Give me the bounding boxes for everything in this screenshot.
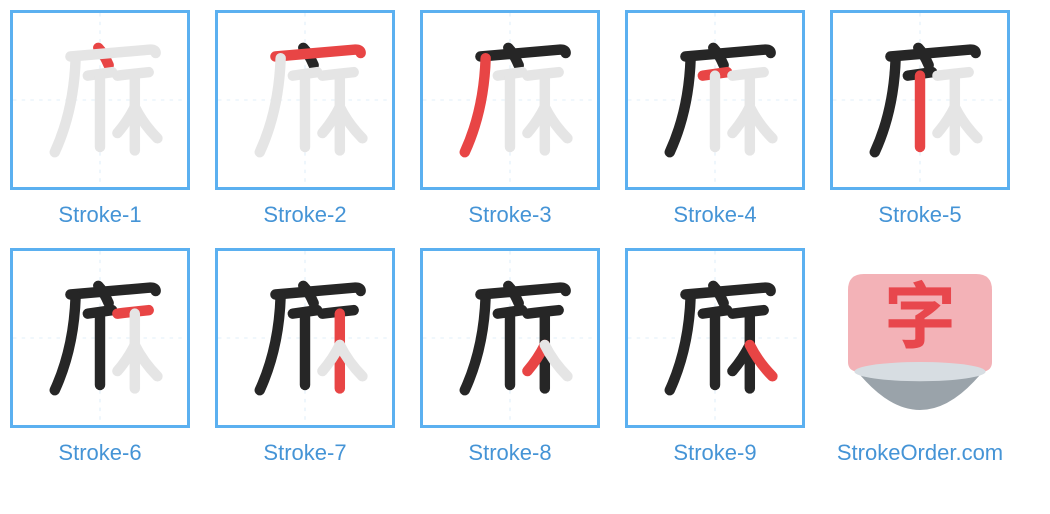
stroke-cell-4: Stroke-4 (625, 10, 805, 228)
stroke-cell-5: Stroke-5 (830, 10, 1010, 228)
stroke-tile-4 (625, 10, 805, 190)
stroke-tile-7 (215, 248, 395, 428)
stroke-tile-2 (215, 10, 395, 190)
stroke-caption-4: Stroke-4 (673, 202, 756, 228)
stroke-grid: Stroke-1 Stroke-2 Stroke-3 Stroke-4 Stroke-5… (10, 10, 1040, 466)
stroke-caption-3: Stroke-3 (468, 202, 551, 228)
stroke-cell-2: Stroke-2 (215, 10, 395, 228)
stroke-caption-7: Stroke-7 (263, 440, 346, 466)
stroke-cell-7: Stroke-7 (215, 248, 395, 466)
stroke-tile-6 (10, 248, 190, 428)
stroke-tile-3 (420, 10, 600, 190)
stroke-caption-5: Stroke-5 (878, 202, 961, 228)
stroke-cell-9: Stroke-9 (625, 248, 805, 466)
stroke-cell-3: Stroke-3 (420, 10, 600, 228)
stroke-cell-6: Stroke-6 (10, 248, 190, 466)
site-logo-cell: 字 StrokeOrder.com (830, 248, 1010, 466)
site-logo-icon: 字 (840, 258, 1000, 418)
stroke-cell-8: Stroke-8 (420, 248, 600, 466)
stroke-caption-1: Stroke-1 (58, 202, 141, 228)
stroke-cell-1: Stroke-1 (10, 10, 190, 228)
site-label[interactable]: StrokeOrder.com (837, 440, 1003, 466)
stroke-tile-8 (420, 248, 600, 428)
stroke-caption-6: Stroke-6 (58, 440, 141, 466)
stroke-caption-9: Stroke-9 (673, 440, 756, 466)
stroke-caption-2: Stroke-2 (263, 202, 346, 228)
stroke-tile-5 (830, 10, 1010, 190)
stroke-tile-1 (10, 10, 190, 190)
stroke-tile-9 (625, 248, 805, 428)
stroke-caption-8: Stroke-8 (468, 440, 551, 466)
svg-text:字: 字 (884, 258, 956, 363)
